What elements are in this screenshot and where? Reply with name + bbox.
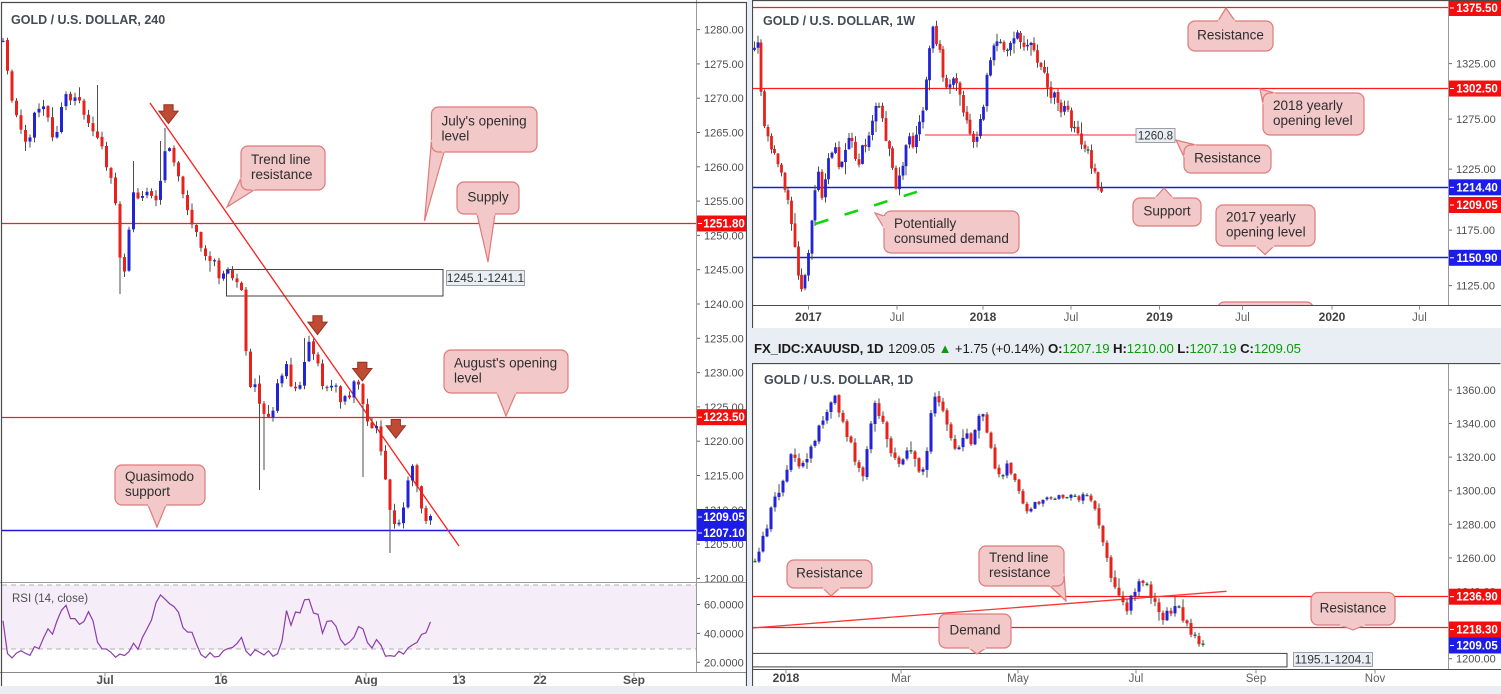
svg-text:1340.00: 1340.00 [1456,419,1496,431]
svg-text:1245.00: 1245.00 [704,265,744,277]
svg-text:1270.00: 1270.00 [704,93,744,105]
svg-text:August's opening: August's opening [454,356,557,371]
svg-text:Demand: Demand [949,623,1000,638]
svg-text:1175.00: 1175.00 [1456,225,1495,237]
svg-text:1275.00: 1275.00 [704,59,744,71]
svg-text:Jul: Jul [890,312,905,324]
svg-text:Quasimodo: Quasimodo [125,469,194,484]
svg-text:2017 yearly: 2017 yearly [1226,210,1296,225]
svg-text:Trend line: Trend line [251,152,311,167]
svg-text:13: 13 [452,673,466,686]
svg-text:1200.00: 1200.00 [704,573,744,585]
svg-text:1275.00: 1275.00 [1456,114,1496,126]
svg-text:consumed demand: consumed demand [894,231,1009,246]
svg-text:Potentially: Potentially [894,216,957,231]
svg-text:1218.30: 1218.30 [1456,625,1498,637]
svg-text:support: support [125,484,170,499]
svg-text:1209.05: 1209.05 [1456,200,1498,212]
svg-text:2018: 2018 [970,310,997,324]
svg-text:GOLD / U.S. DOLLAR, 1W: GOLD / U.S. DOLLAR, 1W [763,14,915,28]
svg-text:1205.00: 1205.00 [704,539,744,551]
svg-text:1325.00: 1325.00 [1456,59,1496,71]
svg-text:resistance: resistance [989,565,1051,580]
svg-text:Jul: Jul [1129,673,1144,685]
svg-text:1280.00: 1280.00 [1456,519,1496,531]
svg-text:Sep: Sep [623,673,645,686]
svg-text:60.0000: 60.0000 [704,600,744,612]
svg-text:Jul: Jul [96,673,113,686]
svg-text:Supply: Supply [467,190,509,205]
svg-text:opening level: opening level [1226,225,1306,240]
svg-text:2017: 2017 [795,310,822,324]
svg-text:Sep: Sep [1246,673,1266,685]
svg-text:1260.8: 1260.8 [1138,131,1173,143]
svg-text:1302.50: 1302.50 [1456,84,1498,96]
svg-text:1245.1-1241.1: 1245.1-1241.1 [447,271,525,285]
svg-text:1225.00: 1225.00 [1456,164,1496,176]
svg-text:1236.90: 1236.90 [1456,592,1498,604]
svg-text:July's opening: July's opening [442,114,527,129]
svg-text:2019: 2019 [1146,310,1173,324]
svg-text:1300.00: 1300.00 [1456,486,1496,498]
svg-text:Resistance: Resistance [1197,28,1264,43]
svg-text:1209.05: 1209.05 [1456,640,1498,652]
svg-text:Resistance: Resistance [796,566,863,581]
svg-text:1230.00: 1230.00 [704,368,744,380]
svg-text:2020: 2020 [1319,310,1346,324]
svg-text:Jul: Jul [1064,312,1079,324]
svg-text:1195.1-1204.1: 1195.1-1204.1 [1295,653,1372,667]
svg-text:1150.90: 1150.90 [1457,253,1498,265]
svg-text:Nov: Nov [1365,673,1386,685]
svg-text:opening level: opening level [1273,113,1353,128]
svg-text:Support: Support [1143,204,1191,219]
svg-text:GOLD / U.S. DOLLAR, 1D: GOLD / U.S. DOLLAR, 1D [764,373,913,387]
svg-text:Resistance: Resistance [1320,600,1387,615]
svg-text:RSI (14, close): RSI (14, close) [12,593,88,605]
svg-text:16: 16 [214,673,228,686]
svg-text:1250.00: 1250.00 [704,230,744,242]
svg-text:20.0000: 20.0000 [704,657,744,669]
svg-text:1260.00: 1260.00 [704,162,744,174]
svg-text:1220.00: 1220.00 [704,436,744,448]
svg-text:Jul: Jul [1235,312,1250,324]
svg-text:1251.80: 1251.80 [703,219,745,231]
svg-text:May: May [1007,673,1029,685]
svg-text:1240.00: 1240.00 [704,299,744,311]
svg-text:1320.00: 1320.00 [1456,452,1496,464]
svg-text:1223.50: 1223.50 [703,412,745,424]
svg-text:2018: 2018 [773,671,800,685]
svg-text:1375.50: 1375.50 [1456,3,1498,15]
svg-text:1209.05: 1209.05 [703,512,745,524]
svg-text:1215.00: 1215.00 [704,471,744,483]
svg-text:1207.10: 1207.10 [703,528,745,540]
svg-text:Jul: Jul [1412,312,1427,324]
svg-text:level: level [454,371,482,386]
svg-text:1360.00: 1360.00 [1456,385,1496,397]
svg-text:1280.00: 1280.00 [704,25,744,37]
svg-text:Trend line: Trend line [989,550,1049,565]
svg-text:1260.00: 1260.00 [1456,553,1496,565]
svg-text:40.0000: 40.0000 [704,628,744,640]
svg-text:1214.40: 1214.40 [1456,182,1498,194]
svg-text:Mar: Mar [891,673,911,685]
svg-text:1265.00: 1265.00 [704,128,744,140]
svg-text:GOLD / U.S. DOLLAR, 240: GOLD / U.S. DOLLAR, 240 [11,13,165,27]
svg-text:Aug: Aug [354,673,377,686]
svg-text:1255.00: 1255.00 [704,196,744,208]
svg-text:level: level [442,129,470,144]
svg-text:2018 yearly: 2018 yearly [1273,98,1343,113]
svg-text:1200.00: 1200.00 [1456,654,1496,666]
svg-text:22: 22 [533,673,547,686]
svg-text:Resistance: Resistance [1194,151,1261,166]
svg-text:1125.00: 1125.00 [1456,281,1495,293]
svg-text:resistance: resistance [251,167,313,182]
svg-text:1235.00: 1235.00 [704,333,744,345]
